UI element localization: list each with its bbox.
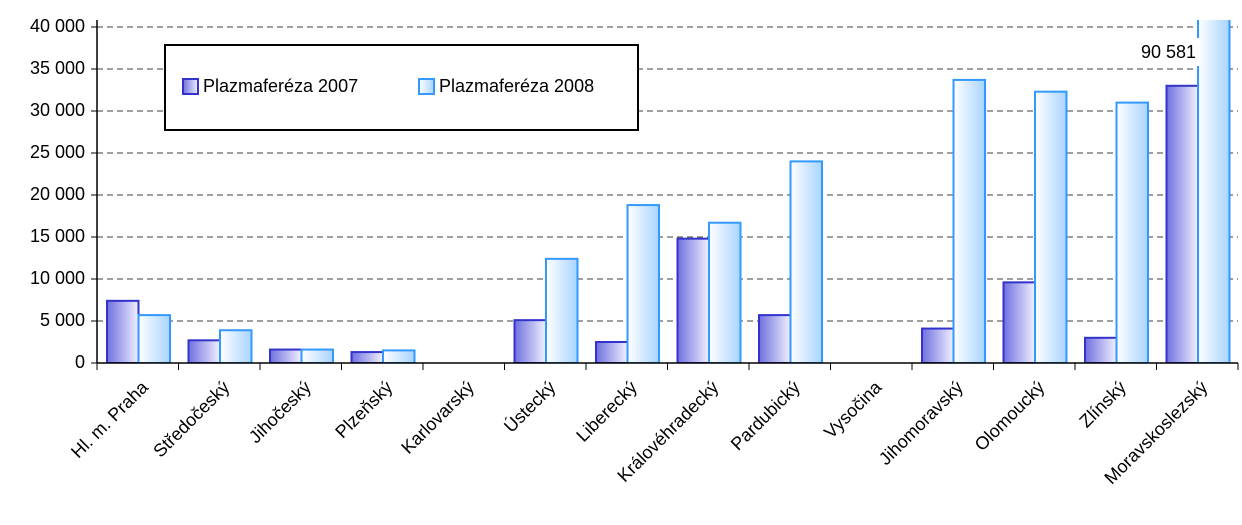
x-tick-label: Plzeňský (331, 377, 396, 442)
bar (921, 327, 955, 363)
x-tick-label: Pardubický (727, 377, 804, 454)
x-tick-label: Středočeský (149, 377, 233, 461)
legend-label: Plazmaferéza 2008 (439, 76, 594, 96)
bar (382, 349, 416, 363)
bar (595, 341, 629, 363)
x-tick-label: Vysočina (820, 376, 886, 442)
y-tick-label: 30 000 (30, 100, 85, 120)
legend-box (164, 44, 639, 131)
bar (1002, 281, 1036, 363)
bar (106, 299, 140, 363)
bar (758, 314, 792, 363)
y-tick-label: 10 000 (30, 268, 85, 288)
y-tick-label: 20 000 (30, 184, 85, 204)
y-tick-label: 15 000 (30, 226, 85, 246)
x-tick-label: Liberecký (572, 377, 641, 446)
x-tick-label: Karlovarský (397, 377, 478, 458)
bar (1115, 101, 1149, 363)
x-tick-label: Ústecký (499, 376, 559, 436)
bar (545, 257, 579, 363)
bar (626, 204, 660, 363)
bar (1084, 336, 1118, 363)
legend-swatch (182, 78, 199, 95)
x-tick-label: Jihočeský (245, 377, 315, 447)
bar (219, 329, 253, 363)
x-tick-label: Hl. m. Praha (67, 376, 153, 462)
y-tick-label: 5 000 (40, 310, 85, 330)
bar (300, 348, 334, 363)
bar (1165, 84, 1199, 363)
legend-label: Plazmaferéza 2007 (203, 76, 358, 96)
bars (106, 20, 1231, 363)
legend-swatch (418, 78, 435, 95)
bar (1034, 90, 1068, 363)
bar (269, 348, 303, 363)
bar (137, 314, 171, 363)
y-tick-label: 40 000 (30, 16, 85, 36)
bar (708, 221, 742, 363)
data-label: 90 581 (1141, 42, 1196, 62)
x-tick-label: Jihomoravský (875, 377, 967, 469)
bar (676, 237, 710, 363)
bar (513, 319, 547, 363)
bar (789, 160, 823, 363)
data-label-bg (1138, 38, 1200, 66)
bar (952, 78, 986, 363)
x-tick-label: Zlínský (1075, 377, 1129, 431)
bar (187, 339, 221, 363)
bar (1197, 20, 1231, 363)
y-tick-label: 35 000 (30, 58, 85, 78)
y-tick-label: 25 000 (30, 142, 85, 162)
y-tick-label: 0 (75, 352, 85, 372)
bar (350, 351, 384, 363)
x-tick-label: Olomoucký (971, 377, 1049, 455)
